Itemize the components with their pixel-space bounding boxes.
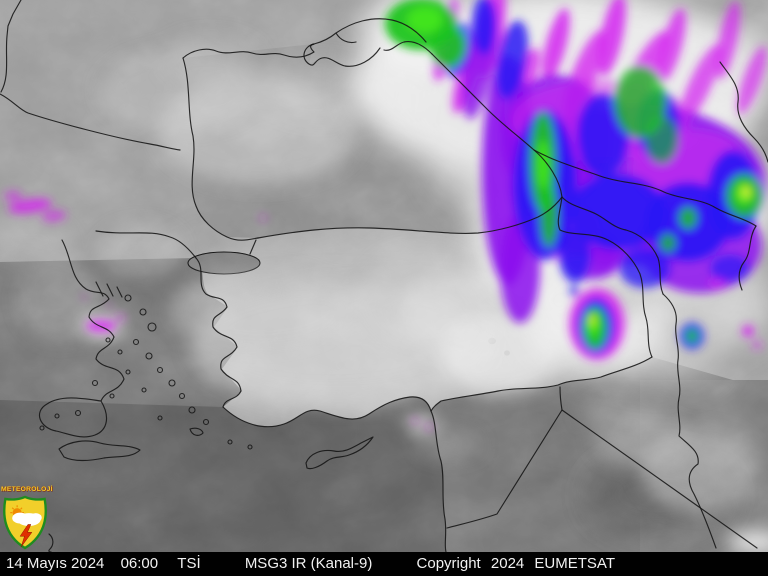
coast-blacksea-west bbox=[182, 57, 259, 241]
border-lines bbox=[0, 0, 768, 552]
border-topleft bbox=[0, 0, 22, 93]
border-syria-jordan bbox=[446, 409, 563, 529]
lightning-icon bbox=[19, 524, 33, 548]
status-bar: 14 Mayıs 2024 06:00 TSİ MSG3 IR (Kanal-9… bbox=[0, 552, 768, 576]
border-turkey-syria bbox=[430, 356, 653, 412]
coast-rhodes bbox=[189, 427, 204, 436]
logo-title: METEOROLOJİ bbox=[1, 486, 53, 493]
storm-cell-east bbox=[680, 278, 762, 349]
border-caucasus bbox=[533, 149, 757, 227]
satellite-map: METEOROLOJİ bbox=[0, 0, 768, 552]
aegean-islands bbox=[39, 294, 253, 450]
green-cold-cores bbox=[385, 0, 762, 252]
copyright-label: Copyright 2024 EUMETSAT bbox=[416, 555, 615, 572]
coast-greece bbox=[38, 239, 125, 438]
border-bulgaria-greece bbox=[95, 230, 197, 259]
coast-turkey-north bbox=[257, 196, 563, 239]
coast-turkey-west bbox=[195, 257, 242, 408]
coast-blacksea-nw bbox=[182, 43, 315, 59]
cloud-icon bbox=[12, 512, 42, 526]
coast-crete bbox=[58, 440, 141, 462]
storm-cell-southeast bbox=[569, 258, 625, 360]
border-transcaucasus bbox=[561, 196, 664, 295]
border-turkey-east bbox=[557, 196, 653, 358]
coast-chalkidiki bbox=[95, 281, 123, 298]
border-danube bbox=[0, 93, 181, 151]
meteoroloji-logo: METEOROLOJİ bbox=[1, 486, 53, 552]
strait-bosphorus bbox=[249, 239, 257, 255]
coast-cyprus bbox=[305, 436, 374, 470]
product-label: MSG3 IR (Kanal-9) bbox=[244, 555, 373, 572]
coast-russia-kerch bbox=[431, 53, 563, 198]
map-squiggle-bottomleft bbox=[48, 533, 54, 552]
satellite-image-canvas bbox=[0, 0, 768, 552]
time-label: 06:00 bbox=[120, 555, 159, 572]
border-iraq-iran bbox=[662, 225, 757, 549]
date-label: 14 Mayıs 2024 bbox=[6, 555, 105, 572]
coast-crimea-azov bbox=[303, 18, 433, 67]
coast-turkey-south-levant bbox=[222, 396, 447, 552]
timezone-label: TSİ bbox=[177, 555, 201, 572]
coast-caspian bbox=[719, 61, 768, 163]
meteoroloji-shield-icon bbox=[3, 495, 47, 550]
